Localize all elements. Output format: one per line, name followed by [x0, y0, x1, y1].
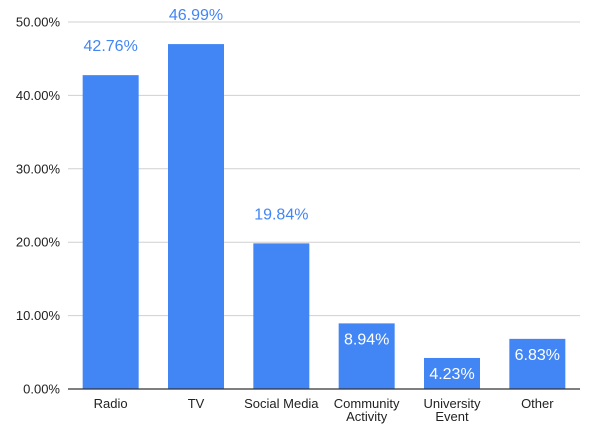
x-category-label-line: TV — [188, 396, 205, 411]
x-category-label: TV — [188, 396, 205, 411]
x-category-label-line: Social Media — [244, 396, 319, 411]
x-category-label: Social Media — [244, 396, 319, 411]
bar — [168, 44, 224, 390]
data-labels: 42.76% 46.99% 19.84% 8.94% 4.23% 6.83% — [84, 7, 560, 383]
data-label: 46.99% — [169, 7, 223, 24]
x-category-label: University Event — [423, 396, 481, 424]
data-label: 19.84% — [254, 206, 308, 223]
x-category-label-line: Event — [435, 409, 469, 424]
x-category-label-line: Radio — [94, 396, 128, 411]
data-label: 8.94% — [344, 331, 389, 348]
x-category-label-line: Other — [521, 396, 554, 411]
y-tick-label: 0.00% — [23, 382, 60, 397]
data-label: 4.23% — [429, 366, 474, 383]
bar — [82, 75, 139, 389]
data-label: 6.83% — [515, 347, 560, 364]
y-tick-label: 40.00% — [16, 88, 61, 103]
bar — [253, 243, 310, 389]
data-label: 42.76% — [84, 38, 138, 55]
y-tick-label: 20.00% — [16, 235, 61, 250]
y-tick-label: 50.00% — [16, 15, 61, 30]
y-tick-label: 30.00% — [16, 161, 61, 176]
bar — [338, 323, 395, 389]
x-category-label: Radio — [94, 396, 128, 411]
x-category-label-line: Community — [334, 396, 400, 411]
y-axis-tick-labels: 0.00% 10.00% 20.00% 30.00% 40.00% 50.00% — [16, 15, 61, 397]
bar — [424, 357, 480, 389]
x-category-label: Community Activity — [334, 396, 400, 424]
gridlines — [68, 21, 580, 317]
x-category-label-line: Activity — [346, 409, 388, 424]
x-category-label: Other — [521, 396, 554, 411]
x-category-label-line: University — [423, 396, 481, 411]
bars — [82, 44, 566, 390]
bar — [509, 338, 566, 389]
y-tick-label: 10.00% — [16, 308, 61, 323]
x-axis-category-labels: Radio TV Social Media Community Activity Univ… — [94, 396, 555, 424]
